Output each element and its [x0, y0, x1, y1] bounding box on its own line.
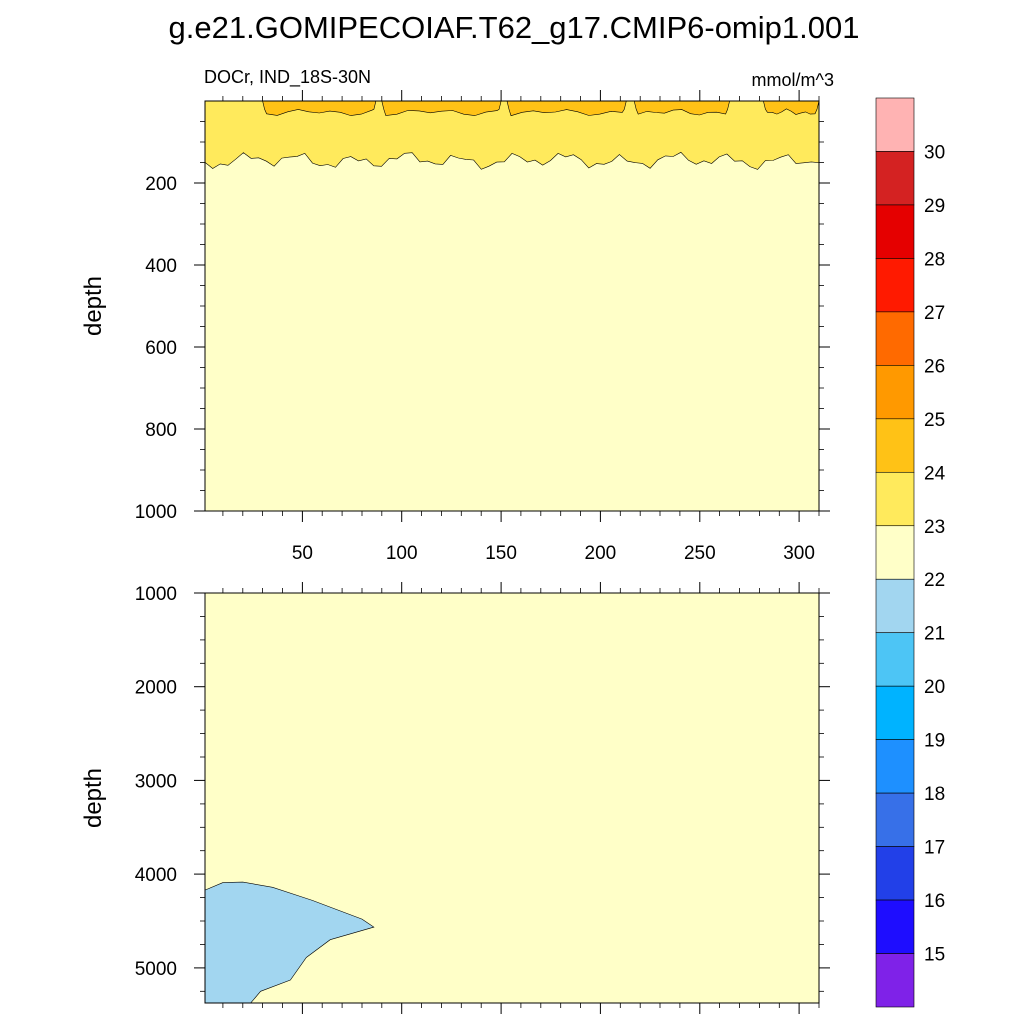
upper-region-23-24 — [204, 100, 820, 170]
colorbar-label: 27 — [924, 303, 945, 324]
colorbar-box — [875, 418, 915, 473]
colorbar-box — [875, 846, 915, 901]
colorbar-box — [875, 97, 915, 152]
upper-patch-24-25 — [262, 100, 377, 116]
colorbar-label: 20 — [924, 677, 945, 698]
upper-x-tick-label: 250 — [684, 543, 716, 564]
lower-y-tick-label: 4000 — [135, 865, 177, 886]
colorbar-box — [875, 685, 915, 740]
colorbar-boxes — [875, 97, 915, 1008]
lower-axis-ticks — [194, 582, 830, 1014]
colorbar-label: 22 — [924, 570, 945, 591]
colorbar-box — [875, 471, 915, 527]
lower-y-tick-label: 5000 — [135, 959, 177, 980]
lower-panel: 1000 2000 3000 4000 5000 depth — [80, 582, 830, 1014]
colorbar-box — [875, 151, 915, 206]
upper-x-tick-label: 200 — [585, 543, 617, 564]
colorbar-label: 24 — [924, 463, 946, 484]
lower-plot-frame — [204, 592, 820, 1004]
upper-patch-24-25 — [381, 100, 502, 116]
colorbar-label: 15 — [924, 945, 945, 966]
colorbar-label: 30 — [924, 143, 945, 164]
upper-y-tick-label: 400 — [145, 256, 177, 277]
lower-y-tick-label: 1000 — [135, 584, 177, 605]
upper-y-tick-label: 800 — [145, 420, 177, 441]
upper-x-tick-label: 50 — [292, 543, 313, 564]
upper-x-tick-label: 150 — [485, 543, 517, 564]
colorbar-label: 25 — [924, 410, 945, 431]
units-label: mmol/m^3 — [752, 70, 834, 90]
lower-region-21-22 — [204, 881, 375, 1004]
variable-label: DOCr, IND_18S-30N — [204, 67, 371, 88]
colorbar: 15 16 17 18 19 20 21 22 23 24 25 26 27 28 29 30 — [875, 97, 946, 1008]
upper-y-tick-label: 200 — [145, 174, 177, 195]
colorbar-labels: 15 16 17 18 19 20 21 22 23 24 25 26 27 28 29 30 — [924, 143, 946, 966]
chart-title: g.e21.GOMIPECOIAF.T62_g17.CMIP6-omip1.00… — [169, 10, 860, 45]
colorbar-box — [875, 578, 915, 634]
colorbar-label: 17 — [924, 838, 945, 859]
colorbar-box — [875, 525, 915, 580]
colorbar-label: 21 — [924, 624, 945, 645]
upper-y-tick-label: 1000 — [135, 502, 177, 523]
lower-y-tick-label: 3000 — [135, 771, 177, 792]
upper-x-tick-label: 100 — [386, 543, 418, 564]
lower-y-tick-label: 2000 — [135, 678, 177, 699]
colorbar-label: 29 — [924, 196, 945, 217]
colorbar-label: 16 — [924, 891, 945, 912]
colorbar-box — [875, 792, 915, 847]
upper-x-tick-label: 300 — [783, 543, 815, 564]
colorbar-box — [875, 953, 915, 1008]
upper-patch-24-25 — [506, 100, 627, 117]
upper-y-axis-label: depth — [80, 276, 107, 336]
upper-x-tick-labels: 50 100 150 200 250 300 — [292, 543, 815, 564]
colorbar-box — [875, 632, 915, 687]
upper-y-tick-labels: 200 400 600 800 1000 — [135, 174, 177, 523]
colorbar-box — [875, 204, 915, 259]
colorbar-label: 19 — [924, 731, 945, 752]
colorbar-label: 18 — [924, 784, 945, 805]
colorbar-box — [875, 365, 915, 420]
colorbar-label: 23 — [924, 517, 945, 538]
lower-y-tick-labels: 1000 2000 3000 4000 5000 — [135, 584, 177, 980]
colorbar-box — [875, 899, 915, 954]
upper-patch-24-25 — [633, 100, 730, 116]
upper-patch-24-25 — [763, 100, 820, 115]
lower-y-axis-label: depth — [80, 768, 107, 828]
upper-region-24-25 — [262, 100, 820, 117]
colorbar-label: 26 — [924, 356, 945, 377]
upper-axis-ticks — [194, 90, 830, 522]
upper-region-22-23 — [205, 101, 819, 511]
upper-y-tick-label: 600 — [145, 338, 177, 359]
upper-panel: DOCr, IND_18S-30N mmol/m^3 200 400 600 800 1… — [80, 67, 834, 564]
colorbar-label: 28 — [924, 249, 945, 270]
colorbar-box — [875, 739, 915, 794]
colorbar-box — [875, 311, 915, 366]
colorbar-box — [875, 258, 915, 313]
